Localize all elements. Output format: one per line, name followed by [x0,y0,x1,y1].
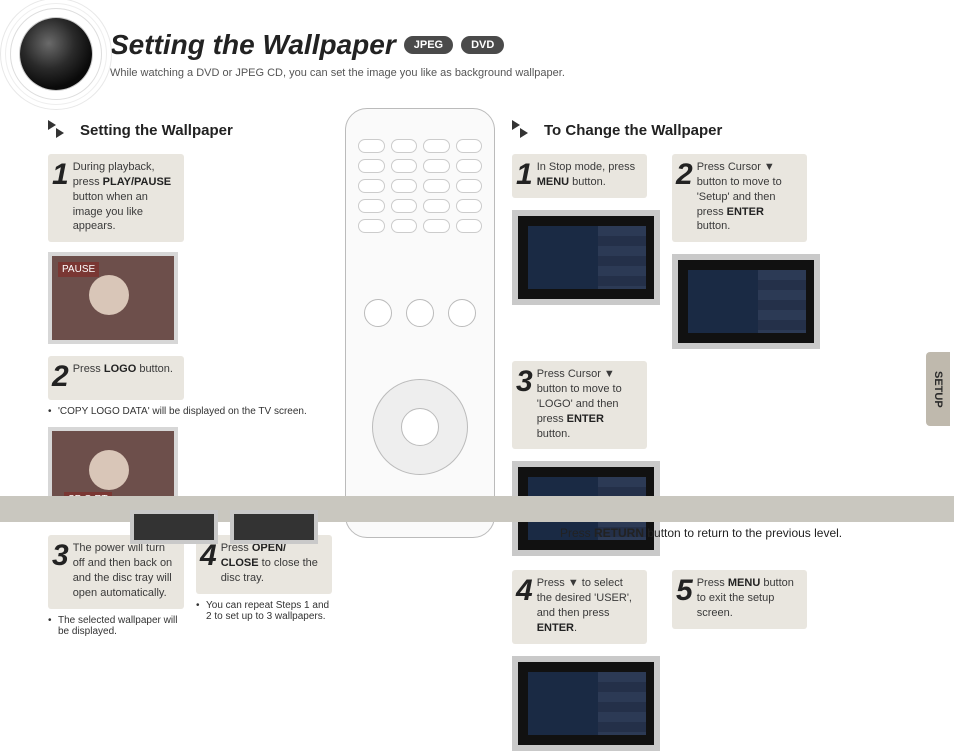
page-title: Setting the Wallpaper JPEG DVD [110,29,565,61]
note-step3: The selected wallpaper will be displayed… [48,615,184,637]
step-3: 3 The power will turn off and then back … [48,535,184,636]
step-number: 4 [516,576,533,606]
step-text: During playback, press PLAY/PAUSE button… [73,160,176,234]
section-change: To Change the Wallpaper 1 In Stop mode, … [512,120,937,751]
title-block: Setting the Wallpaper JPEG DVD While wat… [110,29,565,79]
section-heading-right: To Change the Wallpaper [512,120,937,140]
step-r1: 1 In Stop mode, press MENU button. [512,154,660,349]
step-text: Press Cursor ▼ button to move to 'Setup'… [697,160,799,234]
step-text: In Stop mode, press MENU button. [537,160,639,190]
remote-illustration [345,108,495,538]
step-1: 1 During playback, press PLAY/PAUSE butt… [48,154,184,344]
step-number: 4 [200,541,217,571]
step-number: 2 [676,160,693,190]
badge-jpeg: JPEG [404,36,453,54]
step-number: 2 [52,362,69,392]
step-4: 4 Press OPEN/ CLOSE to close the disc tr… [196,535,332,636]
section-heading-left: Setting the Wallpaper [48,120,338,140]
step-number: 1 [516,160,533,190]
page-subtitle: While watching a DVD or JPEG CD, you can… [110,67,565,79]
step-number: 3 [516,367,533,397]
steps-row-left-1: 1 During playback, press PLAY/PAUSE butt… [48,154,338,519]
speaker-icon [20,18,92,90]
title-text: Setting the Wallpaper [110,29,396,61]
footer-stub [230,510,318,544]
step-text: The power will turn off and then back on… [73,541,176,600]
step-text: Press OPEN/ CLOSE to close the disc tray… [221,541,324,586]
heading-left-text: Setting the Wallpaper [80,122,233,139]
tv-screenshot [672,254,820,349]
step-r4: 4 Press ▼ to select the desired 'USER', … [512,570,660,750]
footer-text: Press RETURN button to return to the pre… [560,526,842,540]
step-r5: 5 Press MENU button to exit the setup sc… [672,570,807,750]
note-step4: You can repeat Steps 1 and 2 to set up t… [196,600,332,622]
steps-row-right-2: 4 Press ▼ to select the desired 'USER', … [512,570,937,750]
step-2: 2 Press LOGO button. 'COPY LOGO DATA' wi… [48,356,307,519]
step-number: 1 [52,160,69,190]
tv-screenshot [512,210,660,305]
step-r2: 2 Press Cursor ▼ button to move to 'Setu… [672,154,820,349]
setup-tab: SETUP [926,352,950,426]
steps-row-left-2: 3 The power will turn off and then back … [48,535,338,636]
tv-screenshot [512,656,660,751]
remote-dpad [372,379,468,475]
heading-right-text: To Change the Wallpaper [544,122,722,139]
remote-top-buttons [358,139,482,233]
step-text: Press ▼ to select the desired 'USER', an… [537,576,639,635]
remote-round-buttons [364,299,476,327]
section-setting: Setting the Wallpaper 1 During playback,… [48,120,338,637]
step-text: Press MENU button to exit the setup scre… [697,576,799,621]
badge-dvd: DVD [461,36,504,54]
step-number: 5 [676,576,693,606]
header: Setting the Wallpaper JPEG DVD While wat… [20,18,565,90]
step-text: Press LOGO button. [73,362,173,377]
step-text: Press Cursor ▼ button to move to 'LOGO' … [537,367,639,441]
thumb-tag: PAUSE [58,262,99,277]
arrows-icon [512,120,536,140]
note-logo: 'COPY LOGO DATA' will be displayed on th… [48,406,307,417]
screenshot-thumb: PAUSE [48,252,178,344]
step-number: 3 [52,541,69,571]
footer-stub [130,510,218,544]
arrows-icon [48,120,72,140]
